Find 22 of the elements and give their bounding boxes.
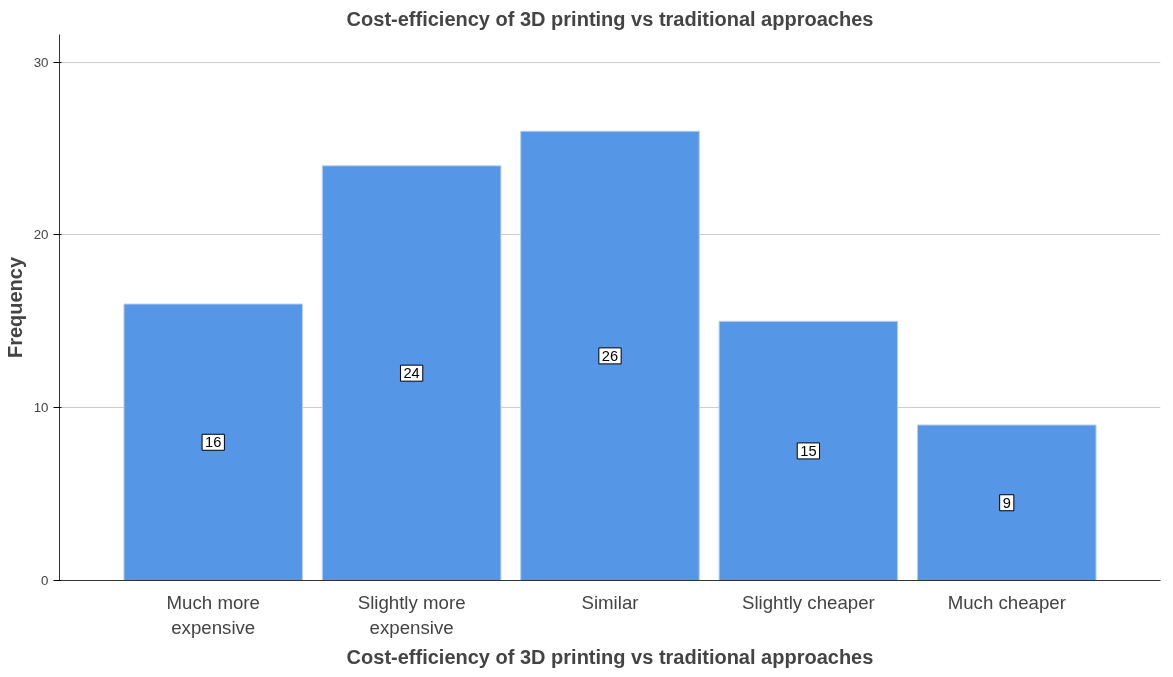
data-label: 9 [1002,494,1011,511]
x-tick-label: Much cheaper [947,591,1066,613]
y-tick-label: 20 [33,227,49,243]
x-tick-label: Similar [581,591,639,613]
bar [123,303,304,581]
y-axis-title: Frequency [3,256,26,359]
bar [916,424,1097,581]
bar [321,165,502,581]
bar [520,130,700,581]
x-tick-label: Slightly more expensive [357,591,466,638]
chart-title: Cost-efficiency of 3D printing vs traditional approaches [346,7,874,30]
data-label: 15 [800,442,817,459]
bar [718,320,899,581]
data-label: 26 [601,347,619,364]
data-label: 24 [403,365,420,382]
x-tick-label: Slightly cheaper [742,591,875,613]
x-axis-title: Cost-efficiency of 3D printing vs traditional approaches [346,645,874,668]
y-tick-label: 10 [33,400,49,416]
x-tick-label: Much more expensive [166,591,260,638]
y-tick-label: 0 [41,573,49,588]
y-tick-label: 30 [33,54,49,70]
data-label: 16 [205,434,222,451]
